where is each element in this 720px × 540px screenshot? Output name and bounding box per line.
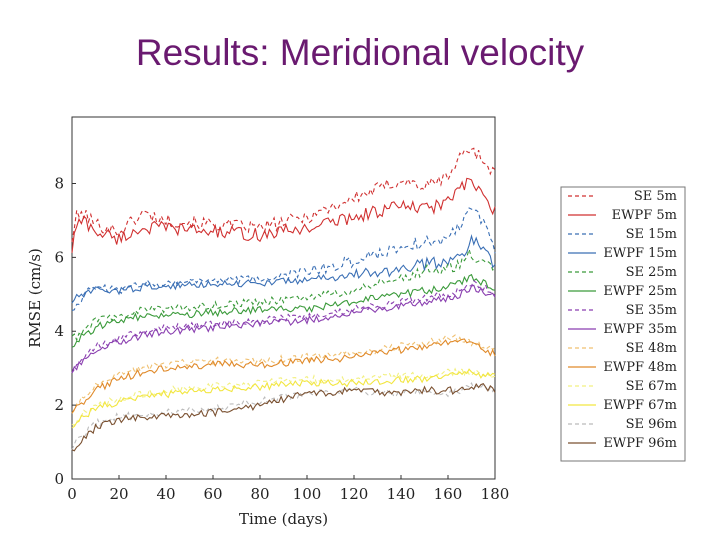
plot-frame: [71, 116, 496, 480]
x-tick-label: 140: [387, 485, 416, 503]
legend-label: EWPF 35m: [603, 322, 677, 337]
series-line-ewpf-35m: [71, 284, 496, 373]
legend-label: EWPF 5m: [612, 208, 677, 223]
series-line-se-15m: [71, 207, 496, 312]
x-tick-label: 180: [481, 485, 510, 503]
legend-label: SE 96m: [626, 417, 677, 432]
series-line-ewpf-15m: [71, 233, 496, 304]
legend-label: SE 67m: [626, 379, 677, 394]
series-line-ewpf-25m: [71, 273, 496, 348]
x-axis-label: Time (days): [239, 510, 328, 528]
legend-label: SE 5m: [634, 189, 677, 204]
legend: SE 5m EWPF 5m SE 15m EWPF 15m SE 25m EWPF 25m…: [560, 186, 686, 462]
legend-label: EWPF 48m: [603, 360, 677, 375]
legend-label: EWPF 67m: [603, 398, 677, 413]
series-line-ewpf-48m: [71, 338, 496, 414]
x-tick-label: 160: [434, 485, 463, 503]
series-line-se-96m: [71, 382, 496, 451]
x-tick-label: 40: [156, 485, 175, 503]
legend-label: EWPF 25m: [603, 284, 677, 299]
series-layer: [71, 147, 496, 452]
legend-label: SE 35m: [626, 303, 677, 318]
y-tick-label: 2: [54, 396, 64, 414]
y-tick-label: 0: [54, 470, 64, 488]
x-tick-label: 0: [67, 485, 77, 503]
legend-label: SE 25m: [626, 265, 677, 280]
x-tick-label: 80: [250, 485, 269, 503]
x-tick-label: 20: [109, 485, 128, 503]
axis-layer: 0 20 40 60 80 100 120 140 160 180 0 2 4 6 8: [54, 174, 509, 503]
series-line-ewpf-96m: [71, 383, 496, 452]
legend-label: SE 48m: [626, 341, 677, 356]
y-axis-label: RMSE (cm/s): [26, 248, 44, 348]
legend-label: EWPF 15m: [603, 246, 677, 261]
series-line-se-25m: [71, 247, 496, 342]
legend-label: SE 15m: [626, 227, 677, 242]
series-line-se-35m: [71, 279, 496, 374]
x-tick-label: 120: [340, 485, 369, 503]
y-tick-label: 4: [54, 322, 64, 340]
x-tick-label: 60: [203, 485, 222, 503]
y-tick-label: 6: [54, 248, 64, 266]
legend-box: [560, 186, 686, 462]
slide-title: Results: Meridional velocity: [135, 32, 585, 73]
x-tick-label: 100: [293, 485, 322, 503]
y-tick-label: 8: [54, 174, 64, 192]
legend-label: EWPF 96m: [603, 436, 677, 451]
series-line-se-5m: [71, 147, 496, 242]
series-line-se-48m: [71, 334, 496, 414]
series-line-ewpf-67m: [71, 368, 496, 429]
series-line-ewpf-5m: [71, 177, 496, 253]
